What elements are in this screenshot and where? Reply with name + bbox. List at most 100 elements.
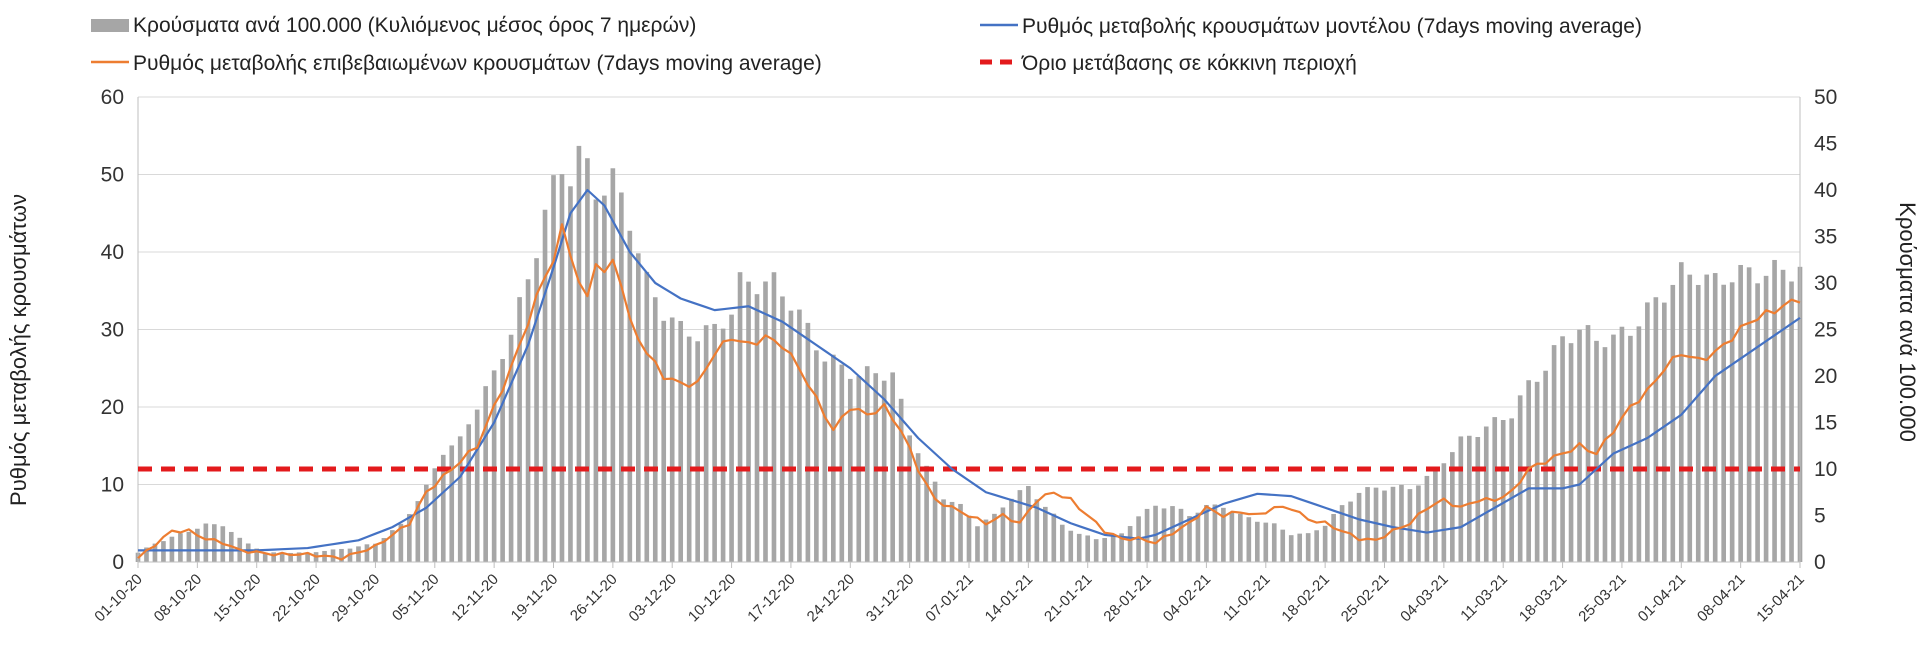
- case-bar: [534, 258, 539, 562]
- case-bar: [1738, 264, 1743, 562]
- x-tick-label: 08-10-20: [151, 571, 205, 625]
- case-bar: [949, 501, 955, 562]
- case-bar: [525, 279, 531, 562]
- y-left-tick-label: 60: [101, 86, 124, 109]
- case-bar: [729, 314, 734, 562]
- x-tick-label: 28-01-21: [1100, 571, 1154, 625]
- case-bar: [339, 548, 344, 562]
- case-bar: [992, 513, 997, 562]
- case-bar: [1051, 513, 1057, 562]
- case-bar: [627, 230, 633, 562]
- case-bar: [1017, 490, 1023, 562]
- case-bar: [958, 503, 963, 562]
- case-bar: [152, 543, 158, 562]
- case-bar: [1500, 420, 1506, 562]
- x-tick-label: 04-02-21: [1160, 571, 1214, 625]
- case-bar: [1187, 516, 1192, 562]
- x-tick-label: 08-04-21: [1694, 571, 1748, 625]
- x-tick-label: 24-12-20: [804, 571, 858, 625]
- case-bar: [576, 145, 582, 562]
- case-bar: [898, 398, 904, 562]
- case-bar: [780, 296, 785, 562]
- legend-confirmed-label: Ρυθμός μεταβολής επιβεβαιωμένων κρουσμάτ…: [133, 52, 822, 75]
- case-bar: [1628, 335, 1633, 562]
- case-bar: [1483, 426, 1489, 562]
- case-bar: [271, 552, 276, 562]
- case-bar: [1594, 340, 1599, 562]
- y-axis-left: 0 10 20 30 40 50 60: [101, 86, 124, 574]
- case-bar: [1271, 523, 1277, 562]
- case-bar: [381, 538, 387, 562]
- case-bar: [1204, 504, 1209, 562]
- case-bar: [1339, 505, 1345, 562]
- case-bar: [1034, 499, 1040, 562]
- case-bar: [983, 519, 989, 562]
- x-tick-label: 05-11-20: [389, 571, 443, 625]
- case-bar: [1127, 526, 1133, 562]
- case-bar: [508, 334, 514, 562]
- case-bar: [1407, 489, 1413, 562]
- y-left-tick-label: 20: [101, 396, 124, 419]
- case-bar: [703, 325, 709, 562]
- case-bar: [1560, 336, 1565, 562]
- x-tick-label: 25-02-21: [1338, 571, 1392, 625]
- case-bar: [1636, 326, 1642, 562]
- case-bar: [1517, 395, 1523, 562]
- case-bar: [517, 297, 522, 562]
- x-tick-label: 31-12-20: [863, 571, 917, 625]
- case-bar: [1314, 530, 1319, 562]
- y-right-tick-label: 5: [1814, 505, 1826, 528]
- case-bar: [1305, 533, 1311, 562]
- case-bar: [1263, 522, 1269, 562]
- x-tick-label: 19-11-20: [508, 571, 562, 625]
- case-bar: [610, 168, 616, 562]
- y-left-tick-label: 30: [101, 319, 124, 342]
- y-axis-left-title: Ρυθμός μεταβολής κρουσμάτων: [6, 194, 31, 506]
- case-bar: [203, 523, 209, 562]
- case-bar: [1475, 437, 1481, 562]
- case-bar: [907, 435, 912, 562]
- case-bar: [788, 310, 794, 562]
- case-bar: [1365, 487, 1370, 562]
- y-right-tick-label: 10: [1814, 458, 1837, 481]
- case-bar: [1619, 326, 1625, 562]
- case-bar: [491, 370, 497, 562]
- case-bar: [1712, 273, 1718, 562]
- case-bar: [864, 366, 870, 562]
- case-bar: [195, 528, 200, 562]
- case-bar: [1763, 275, 1769, 562]
- case-bar: [1577, 329, 1582, 562]
- case-bar: [1102, 538, 1107, 562]
- case-bar: [1678, 262, 1684, 562]
- case-bar: [262, 552, 268, 562]
- case-bar: [1704, 274, 1710, 562]
- case-bar: [1026, 485, 1031, 562]
- confirmed-rate-line: [137, 223, 1801, 561]
- x-tick-label: 22-10-20: [269, 571, 323, 625]
- case-bar: [847, 378, 853, 562]
- case-bar: [1492, 417, 1498, 562]
- case-bar: [1373, 487, 1379, 562]
- case-bar: [364, 544, 370, 562]
- case-bar: [831, 354, 836, 562]
- case-bar: [551, 175, 556, 562]
- case-bar: [1687, 274, 1693, 562]
- x-tick-label: 21-01-21: [1041, 571, 1095, 625]
- case-bar: [585, 158, 590, 562]
- x-tick-label: 15-04-21: [1753, 571, 1807, 625]
- case-bar: [161, 541, 166, 562]
- y-right-tick-label: 25: [1814, 319, 1837, 342]
- y-left-tick-label: 10: [101, 474, 124, 497]
- case-bar: [466, 424, 472, 562]
- case-bar: [1297, 533, 1303, 562]
- case-bar: [1543, 370, 1548, 562]
- case-bar: [1076, 533, 1082, 562]
- x-tick-label: 01-10-20: [91, 571, 145, 625]
- case-bar: [1441, 463, 1447, 562]
- case-bar: [1670, 284, 1676, 562]
- case-bar: [356, 546, 361, 562]
- case-bar: [1466, 435, 1472, 562]
- legend-threshold-label: Όριο μετάβασης σε κόκκινη περιοχή: [1021, 52, 1357, 75]
- x-tick-label: 25-03-21: [1575, 571, 1629, 625]
